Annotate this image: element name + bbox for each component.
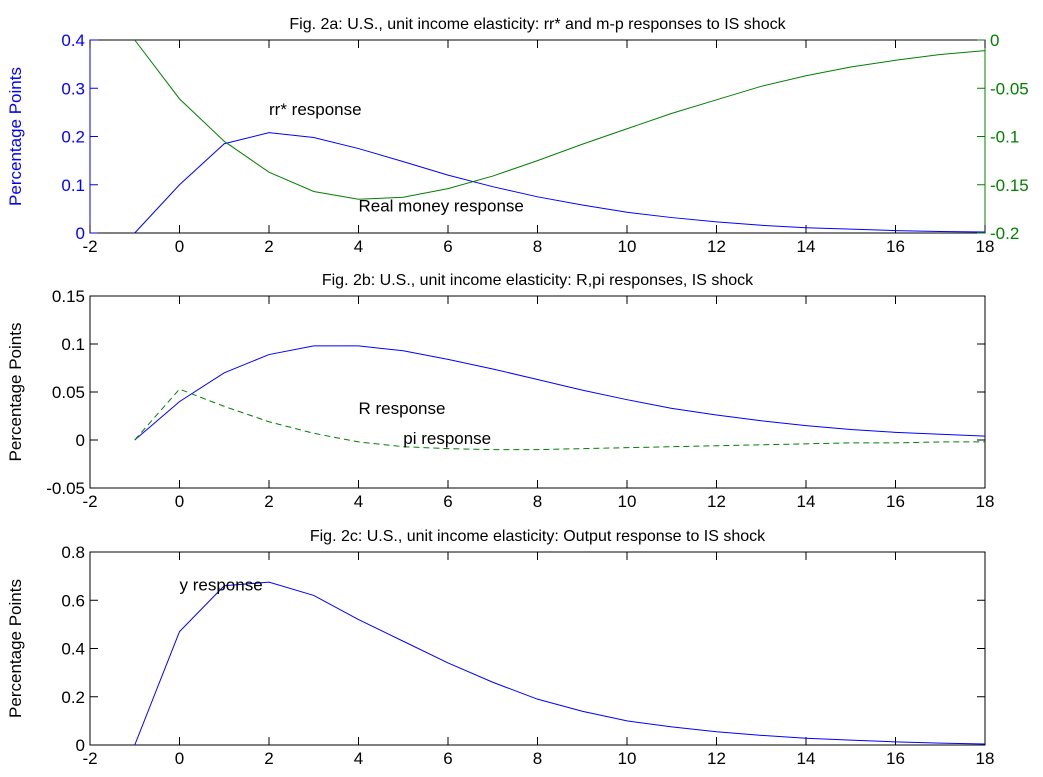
panel-2: Fig. 2b: U.S., unit income elasticity: R… [6, 272, 994, 511]
x-tick-label: 4 [354, 492, 363, 511]
y2-tick-label: -0.1 [990, 128, 1019, 147]
x-tick-label: -2 [82, 237, 97, 256]
panel-1: Fig. 2a: U.S., unit income elasticity: r… [6, 16, 1029, 256]
x-tick-label: 16 [886, 749, 905, 768]
series-line-1 [134, 581, 986, 746]
panel-3: Fig. 2c: U.S., unit income elasticity: O… [6, 528, 994, 768]
annotation: Real money response [359, 196, 524, 215]
x-tick-label: 18 [976, 492, 995, 511]
x-tick-label: 18 [976, 749, 995, 768]
y-tick-label: 0 [76, 431, 85, 450]
y-tick-label: 0.1 [61, 335, 85, 354]
panel-title: Fig. 2c: U.S., unit income elasticity: O… [310, 528, 766, 545]
x-tick-label: 18 [976, 237, 995, 256]
x-tick-label: -2 [82, 749, 97, 768]
x-tick-label: 6 [443, 749, 452, 768]
y-tick-label: 0.4 [61, 640, 85, 659]
y-axis-label: Percentage Points [6, 67, 25, 206]
x-tick-label: 14 [797, 492, 816, 511]
x-tick-label: 8 [533, 492, 542, 511]
x-tick-label: 0 [175, 237, 184, 256]
plot-frame [89, 295, 986, 489]
x-tick-label: 6 [443, 237, 452, 256]
y-axis-label: Percentage Points [6, 579, 25, 718]
y-tick-label: 0.3 [61, 79, 85, 98]
x-tick-label: 2 [264, 492, 273, 511]
annotation: rr* response [269, 100, 362, 119]
x-tick-label: 2 [264, 749, 273, 768]
y-tick-label: 0.05 [52, 383, 85, 402]
x-tick-label: 6 [443, 492, 452, 511]
y-tick-label: 0 [76, 224, 85, 243]
x-tick-label: 14 [797, 749, 816, 768]
y2-tick-label: -0.05 [990, 79, 1029, 98]
panel-title: Fig. 2a: U.S., unit income elasticity: r… [289, 16, 786, 33]
y-tick-label: -0.05 [46, 479, 85, 498]
y-tick-label: 0.1 [61, 176, 85, 195]
y-tick-label: 0.6 [61, 591, 85, 610]
y-tick-label: 0 [76, 736, 85, 755]
series-line-1 [134, 345, 986, 441]
y-tick-label: 0.2 [61, 128, 85, 147]
y2-tick-label: -0.2 [990, 224, 1019, 243]
x-tick-label: 4 [354, 237, 363, 256]
y-tick-label: 0.2 [61, 688, 85, 707]
y-tick-label: 0.15 [52, 287, 85, 306]
x-tick-label: 10 [618, 492, 637, 511]
series-line-2 [134, 388, 985, 451]
y-axis-label: Percentage Points [6, 323, 25, 462]
x-tick-label: 12 [707, 237, 726, 256]
series-line-2 [134, 39, 986, 200]
x-tick-label: 8 [533, 749, 542, 768]
y-tick-label: 0.8 [61, 543, 85, 562]
x-tick-label: 4 [354, 749, 363, 768]
series-line-1 [134, 132, 986, 234]
x-tick-label: 14 [797, 237, 816, 256]
y2-tick-label: -0.15 [990, 176, 1029, 195]
x-tick-label: 12 [707, 492, 726, 511]
x-tick-label: 8 [533, 237, 542, 256]
plot-frame [89, 39, 986, 234]
x-tick-label: 10 [618, 749, 637, 768]
x-tick-label: 0 [175, 492, 184, 511]
y-tick-label: 0.4 [61, 31, 85, 50]
x-tick-label: 16 [886, 237, 905, 256]
x-tick-label: 0 [175, 749, 184, 768]
x-tick-label: 12 [707, 749, 726, 768]
x-tick-label: 2 [264, 237, 273, 256]
annotation: y response [180, 576, 263, 595]
x-tick-label: 16 [886, 492, 905, 511]
x-tick-label: 10 [618, 237, 637, 256]
x-tick-label: -2 [82, 492, 97, 511]
annotation: pi response [403, 429, 491, 448]
panel-title: Fig. 2b: U.S., unit income elasticity: R… [322, 272, 754, 289]
y2-tick-label: 0 [990, 31, 999, 50]
annotation: R response [359, 399, 446, 418]
